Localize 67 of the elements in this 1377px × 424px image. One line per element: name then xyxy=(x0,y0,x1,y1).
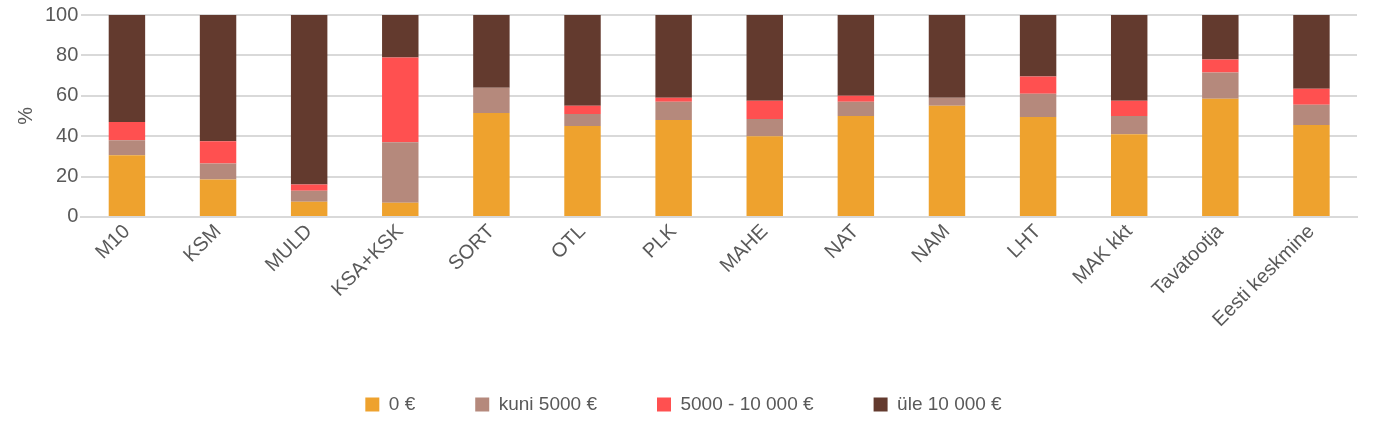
bar xyxy=(564,126,601,216)
bar xyxy=(564,113,601,127)
bar xyxy=(928,105,966,216)
bar xyxy=(108,140,146,156)
x-tick-label: M10 xyxy=(90,219,134,263)
bar xyxy=(382,202,419,216)
bar xyxy=(1110,15,1148,101)
bar xyxy=(1293,15,1330,89)
bar xyxy=(564,105,601,114)
bar xyxy=(655,97,692,102)
bar xyxy=(473,87,510,113)
bar xyxy=(290,15,328,185)
bar xyxy=(382,57,419,143)
bar xyxy=(199,179,237,216)
bar xyxy=(1019,76,1057,94)
bar xyxy=(837,115,875,216)
bar xyxy=(1019,15,1057,77)
y-tick-label: 20 xyxy=(56,164,79,187)
bar xyxy=(290,201,328,216)
bar xyxy=(290,190,328,202)
y-tick-label: 80 xyxy=(56,42,79,65)
bar xyxy=(108,155,146,216)
bar xyxy=(1110,115,1148,135)
bar xyxy=(837,95,875,102)
bar xyxy=(928,97,966,106)
bar xyxy=(1202,15,1239,60)
bar xyxy=(1293,88,1330,105)
bar xyxy=(837,15,875,96)
bar xyxy=(655,101,692,120)
y-tick-label: 0 xyxy=(67,204,79,227)
bar xyxy=(382,142,419,203)
bar xyxy=(1019,93,1057,117)
y-tick-label: 60 xyxy=(56,83,79,106)
bar xyxy=(655,15,692,98)
bar xyxy=(473,15,510,88)
bar xyxy=(382,15,419,58)
bar xyxy=(746,15,783,101)
bar xyxy=(473,112,510,216)
bar xyxy=(290,184,328,191)
bar xyxy=(1202,98,1239,216)
legend-label: 5000 - 10 000 € xyxy=(680,392,815,414)
bar xyxy=(746,118,783,137)
bar xyxy=(199,15,237,142)
legend-label: 0 € xyxy=(388,392,416,414)
bar xyxy=(199,163,237,180)
bar xyxy=(928,15,966,98)
bar xyxy=(199,141,237,164)
bar xyxy=(108,15,146,123)
bar xyxy=(564,15,601,106)
y-tick-label: 40 xyxy=(56,123,79,146)
legend-label: kuni 5000 € xyxy=(498,392,598,414)
bar xyxy=(1202,59,1239,73)
bar xyxy=(837,101,875,116)
bar xyxy=(746,100,783,119)
bar xyxy=(1110,100,1148,116)
legend-label: üle 10 000 € xyxy=(897,392,1003,414)
bar xyxy=(1293,125,1330,216)
bar xyxy=(1202,72,1239,99)
y-tick-label: 100 xyxy=(44,2,79,25)
bar xyxy=(655,120,692,216)
x-tick-label: OTL xyxy=(546,219,590,263)
bar xyxy=(108,122,146,141)
bar xyxy=(1110,134,1148,216)
y-axis-title: % xyxy=(13,106,36,125)
bar xyxy=(1019,116,1057,216)
bar xyxy=(746,136,783,216)
bar xyxy=(1293,104,1330,126)
